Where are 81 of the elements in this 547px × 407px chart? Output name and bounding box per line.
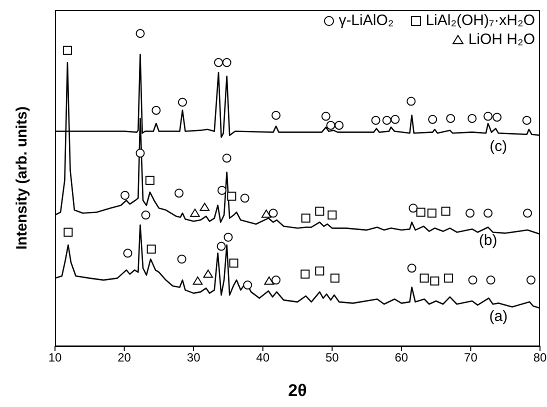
point [227, 192, 236, 201]
x-tick-label: 20 [118, 350, 132, 365]
point [174, 188, 184, 198]
point [526, 276, 536, 285]
point [416, 208, 426, 217]
point [136, 28, 145, 38]
x-tick-label: 70 [464, 350, 478, 365]
point [428, 114, 438, 124]
point [136, 148, 145, 158]
point [408, 204, 418, 213]
point [328, 210, 337, 220]
x-tick-label: 10 [48, 350, 62, 365]
point [145, 176, 154, 185]
point [390, 114, 400, 124]
series-label: (c) [490, 138, 508, 156]
point [268, 208, 278, 218]
point [177, 254, 186, 264]
point [120, 190, 130, 200]
x-axis-title: 2θ [288, 381, 307, 400]
point [222, 154, 232, 163]
point [446, 114, 456, 123]
point [272, 276, 281, 285]
point [441, 206, 450, 216]
point [430, 276, 440, 286]
point [492, 112, 502, 122]
point [406, 96, 416, 106]
point [261, 210, 272, 218]
point [466, 208, 475, 218]
point [382, 116, 392, 125]
point [222, 58, 232, 67]
y-axis-title: Intensity (arb. units) [14, 106, 30, 250]
legend-label: LiAl₂(OH)₇·xH₂O [426, 12, 535, 29]
point [178, 98, 187, 107]
point [62, 46, 72, 55]
point [468, 114, 477, 123]
point [523, 208, 532, 218]
x-tick-label: 50 [325, 350, 340, 365]
point [486, 276, 496, 285]
point [522, 116, 532, 125]
point [407, 264, 416, 273]
point [315, 266, 324, 276]
x-tick-label: 30 [186, 350, 201, 365]
point [146, 244, 156, 254]
point [217, 186, 226, 195]
point [152, 106, 161, 115]
point [427, 208, 436, 218]
point [444, 274, 454, 283]
point [190, 208, 200, 217]
point [301, 214, 310, 223]
series-label: (a) [489, 308, 508, 326]
point [192, 276, 203, 285]
point [141, 210, 150, 220]
point [203, 270, 214, 278]
point [420, 274, 429, 283]
legend-label: γ-LiAlO₂ [338, 12, 394, 29]
point [334, 120, 344, 130]
point [240, 194, 250, 203]
point [330, 274, 340, 283]
point [216, 242, 226, 251]
x-tick-label: 40 [256, 350, 270, 365]
point [264, 276, 274, 285]
point [484, 208, 493, 218]
series-label: (b) [478, 232, 498, 250]
point [300, 270, 310, 279]
point [315, 206, 324, 216]
point [123, 248, 132, 258]
point [64, 228, 73, 237]
point [224, 232, 233, 242]
point [484, 112, 493, 121]
point [229, 258, 238, 268]
point [214, 58, 224, 67]
point [371, 116, 380, 125]
point [326, 120, 336, 130]
point [272, 110, 281, 120]
point [243, 280, 252, 290]
point [321, 112, 330, 121]
point [200, 202, 210, 211]
legend-label: LiOH H₂O [468, 31, 535, 48]
point [468, 276, 478, 285]
x-tick-label: 60 [394, 350, 408, 365]
x-tick-label: 80 [533, 350, 547, 365]
